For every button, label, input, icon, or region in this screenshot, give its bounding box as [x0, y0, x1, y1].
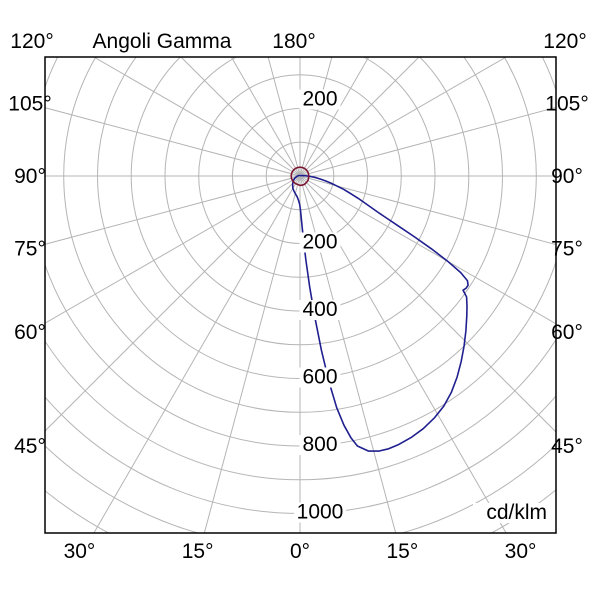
radial-tick-label: 600 [302, 366, 337, 389]
angle-gridline [45, 175, 301, 245]
intensity-curve-main [291, 174, 469, 452]
radial-tick-label: 800 [302, 433, 337, 456]
radial-tick-label: 200 [302, 231, 337, 254]
bottom-angle-label: 15° [182, 540, 214, 563]
side-angle-label-right: 90° [551, 165, 583, 188]
angle-gridline [45, 107, 301, 177]
radial-tick-label-top: 200 [302, 88, 337, 111]
angle-gridline [45, 175, 301, 324]
angle-gridline [299, 106, 556, 177]
radial-tick-label: 400 [302, 298, 337, 321]
label-mask [473, 503, 547, 523]
chart-labels: 200 400 600 800 1000 200 cd/klm 120° Angoli Gamm… [8, 30, 588, 563]
label-mask [299, 232, 341, 253]
side-angle-label-left: 60° [14, 321, 46, 344]
side-angle-label-right: 105° [545, 93, 588, 116]
angle-gridline [299, 175, 397, 533]
corner-angle-label-left: 120° [10, 30, 53, 53]
side-angle-label-right: 75° [551, 237, 583, 260]
top-axis-angle-label: 180° [272, 30, 315, 53]
label-mask [299, 300, 341, 320]
unit-label: cd/klm [486, 501, 547, 524]
bottom-angle-label: 30° [64, 540, 96, 563]
bottom-angle-label: 30° [505, 540, 537, 563]
side-angle-label-right: 45° [551, 435, 583, 458]
angle-gridline [203, 175, 301, 533]
angle-gridline [299, 175, 556, 246]
side-angle-label-left: 90° [14, 165, 46, 188]
radial-tick-label: 1000 [297, 501, 344, 524]
side-angle-label-left: 45° [14, 435, 46, 458]
label-mask [294, 502, 346, 523]
corner-angle-label-right: 120° [543, 30, 586, 53]
chart-title: Angoli Gamma [93, 30, 232, 53]
side-angle-label-left: 105° [8, 93, 51, 116]
bottom-angle-label: 15° [386, 540, 418, 563]
plot-frame [44, 56, 557, 534]
side-angle-label-left: 75° [14, 237, 46, 260]
angle-gridline [299, 175, 507, 533]
bottom-angle-label: 0° [290, 540, 310, 563]
intensity-curve-secondary [290, 166, 310, 187]
label-mask [299, 89, 341, 110]
angle-gridline [299, 175, 556, 325]
angle-gridline [45, 175, 301, 432]
angle-gridline [93, 175, 301, 533]
label-mask [299, 435, 341, 455]
side-angle-label-right: 60° [551, 321, 583, 344]
label-mask [299, 367, 341, 388]
angle-gridline [299, 175, 556, 433]
